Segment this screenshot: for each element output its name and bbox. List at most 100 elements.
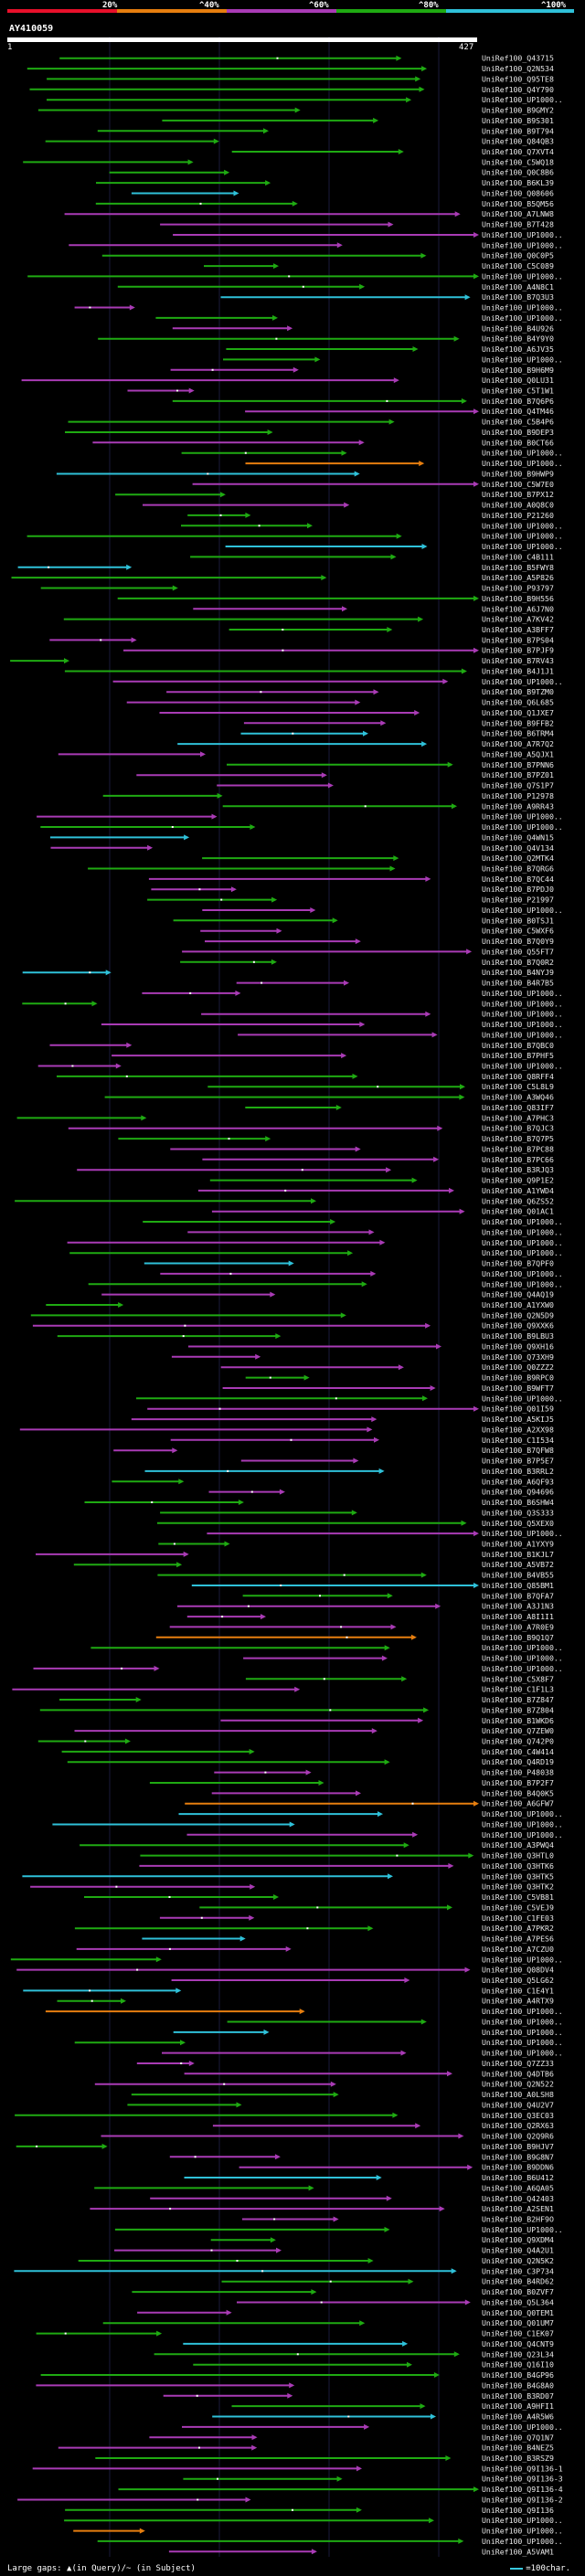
hit-label-158[interactable]: UniRef100_B7Z847 [482,1695,554,1704]
hit-label-0[interactable]: UniRef100_Q43715 [482,54,554,63]
hit-label-217[interactable]: UniRef100_Q0TEM1 [482,2308,554,2317]
hit-label-201[interactable]: UniRef100_B9HJV7 [482,2142,554,2151]
hit-label-33[interactable]: UniRef100_B7Q6P6 [482,397,554,406]
hit-label-6[interactable]: UniRef100_B9S301 [482,116,554,125]
hit-label-208[interactable]: UniRef100_B2HF9O [482,2215,554,2224]
hit-label-106[interactable]: UniRef100_B7PC66 [482,1155,554,1164]
hit-label-98[interactable]: UniRef100_Q8RFF4 [482,1072,554,1081]
hit-label-104[interactable]: UniRef100_B7Q7P5 [482,1134,554,1143]
hit-label-154[interactable]: UniRef100_UP1000.. [482,1654,563,1663]
hit-label-149[interactable]: UniRef100_A3J1N3 [482,1602,554,1611]
hit-label-196[interactable]: UniRef100_A0LSH8 [482,2090,554,2099]
hit-label-224[interactable]: UniRef100_B4G8A0 [482,2380,554,2390]
hit-label-126[interactable]: UniRef100_Q0ZZZ2 [482,1362,554,1372]
hit-label-167[interactable]: UniRef100_B4Q0K5 [482,1788,554,1797]
hit-label-227[interactable]: UniRef100_A4R5W6 [482,2412,554,2422]
hit-label-71[interactable]: UniRef100_P12978 [482,791,554,800]
hit-label-170[interactable]: UniRef100_UP1000.. [482,1820,563,1829]
hit-label-141[interactable]: UniRef100_Q5XEX0 [482,1519,554,1528]
hit-label-18[interactable]: UniRef100_UP1000.. [482,240,563,249]
hit-label-136[interactable]: UniRef100_B3RRL2 [482,1467,554,1476]
hit-label-190[interactable]: UniRef100_UP1000.. [482,2028,563,2037]
hit-label-14[interactable]: UniRef100_B5QM56 [482,199,554,208]
hit-label-110[interactable]: UniRef100_Q6ZS52 [482,1196,554,1205]
hit-label-78[interactable]: UniRef100_B7QRG6 [482,864,554,874]
hit-label-157[interactable]: UniRef100_C1F1L3 [482,1685,554,1694]
hit-label-74[interactable]: UniRef100_UP1000.. [482,822,563,832]
hit-label-85[interactable]: UniRef100_B7Q0Y9 [482,937,554,946]
hit-label-231[interactable]: UniRef100_B3RSZ9 [482,2454,554,2463]
hit-label-135[interactable]: UniRef100_B7P5E7 [482,1457,554,1466]
hit-label-160[interactable]: UniRef100_B1WKD6 [482,1716,554,1725]
hit-label-147[interactable]: UniRef100_Q85BM1 [482,1581,554,1590]
hit-label-121[interactable]: UniRef100_Q2N5D9 [482,1310,554,1320]
hit-label-32[interactable]: UniRef100_C5T1W1 [482,387,554,396]
hit-label-216[interactable]: UniRef100_Q5L364 [482,2298,554,2307]
hit-label-44[interactable]: UniRef100_P21260 [482,511,554,520]
hit-label-31[interactable]: UniRef100_Q0LU31 [482,376,554,385]
hit-label-156[interactable]: UniRef100_C5X8F7 [482,1674,554,1683]
hit-label-112[interactable]: UniRef100_UP1000.. [482,1217,563,1226]
hit-label-67[interactable]: UniRef100_A5QJX1 [482,749,554,758]
hit-label-122[interactable]: UniRef100_Q9XXK6 [482,1321,554,1330]
hit-label-77[interactable]: UniRef100_Q2MTK4 [482,853,554,863]
hit-label-101[interactable]: UniRef100_Q83IF7 [482,1103,554,1112]
hit-label-70[interactable]: UniRef100_Q7S1P7 [482,781,554,790]
hit-label-166[interactable]: UniRef100_B7P2F7 [482,1778,554,1787]
hit-label-10[interactable]: UniRef100_C5WQ18 [482,157,554,166]
hit-label-188[interactable]: UniRef100_UP1000.. [482,2007,563,2016]
hit-label-115[interactable]: UniRef100_UP1000.. [482,1248,563,1257]
hit-label-26[interactable]: UniRef100_B4U926 [482,323,554,333]
hit-label-215[interactable]: UniRef100_B0ZVF7 [482,2287,554,2296]
hit-label-95[interactable]: UniRef100_B7QBC0 [482,1041,554,1050]
hit-label-140[interactable]: UniRef100_Q3S333 [482,1508,554,1517]
hit-label-236[interactable]: UniRef100_Q9I136 [482,2506,554,2515]
hit-label-205[interactable]: UniRef100_A6QA05 [482,2183,554,2192]
hit-label-125[interactable]: UniRef100_Q73XH9 [482,1352,554,1362]
hit-label-2[interactable]: UniRef100_Q95TE8 [482,74,554,83]
hit-label-128[interactable]: UniRef100_B9WFT7 [482,1383,554,1393]
hit-label-99[interactable]: UniRef100_C5L8L9 [482,1082,554,1091]
hit-label-132[interactable]: UniRef100_A2XX98 [482,1425,554,1434]
hit-label-151[interactable]: UniRef100_A7R0E9 [482,1622,554,1631]
hit-label-37[interactable]: UniRef100_B0CT66 [482,438,554,447]
hit-label-56[interactable]: UniRef100_B7PS04 [482,635,554,644]
hit-label-144[interactable]: UniRef100_B1KJL7 [482,1550,554,1559]
hit-label-113[interactable]: UniRef100_UP1000.. [482,1227,563,1236]
hit-label-97[interactable]: UniRef100_UP1000.. [482,1062,563,1071]
hit-label-25[interactable]: UniRef100_UP1000.. [482,313,563,323]
hit-label-46[interactable]: UniRef100_UP1000.. [482,532,563,541]
hit-label-153[interactable]: UniRef100_UP1000.. [482,1643,563,1652]
hit-label-204[interactable]: UniRef100_B6U412 [482,2173,554,2182]
hit-label-38[interactable]: UniRef100_UP1000.. [482,449,563,458]
hit-label-5[interactable]: UniRef100_B9GMY2 [482,106,554,115]
hit-label-195[interactable]: UniRef100_Q2N522 [482,2080,554,2089]
hit-label-7[interactable]: UniRef100_B9T794 [482,126,554,135]
hit-label-237[interactable]: UniRef100_UP1000.. [482,2516,563,2525]
hit-label-80[interactable]: UniRef100_B7PDJ0 [482,885,554,894]
hit-label-142[interactable]: UniRef100_UP1000.. [482,1529,563,1538]
hit-label-233[interactable]: UniRef100_Q9I136-3 [482,2475,563,2484]
hit-label-225[interactable]: UniRef100_B3RD07 [482,2391,554,2401]
hit-label-177[interactable]: UniRef100_C5VB81 [482,1892,554,1902]
hit-label-211[interactable]: UniRef100_Q4A2U1 [482,2246,554,2255]
hit-label-111[interactable]: UniRef100_Q01AC1 [482,1207,554,1216]
hit-label-133[interactable]: UniRef100_C1I534 [482,1436,554,1445]
hit-label-36[interactable]: UniRef100_B9DEP3 [482,428,554,437]
hit-label-1[interactable]: UniRef100_Q2N534 [482,64,554,73]
hit-label-202[interactable]: UniRef100_B9G8N7 [482,2152,554,2161]
hit-label-228[interactable]: UniRef100_UP1000.. [482,2422,563,2432]
hit-label-12[interactable]: UniRef100_B6KL39 [482,178,554,187]
hit-label-4[interactable]: UniRef100_UP1000.. [482,95,563,104]
hit-label-143[interactable]: UniRef100_A1YXY9 [482,1540,554,1549]
hit-label-15[interactable]: UniRef100_A7LNW8 [482,209,554,218]
hit-label-124[interactable]: UniRef100_Q9XH16 [482,1342,554,1352]
hit-label-139[interactable]: UniRef100_B6SHW4 [482,1498,554,1507]
hit-label-176[interactable]: UniRef100_Q3HTK2 [482,1882,554,1892]
hit-label-89[interactable]: UniRef100_B4R7B5 [482,979,554,988]
hit-label-164[interactable]: UniRef100_Q4RD19 [482,1757,554,1766]
hit-label-185[interactable]: UniRef100_Q5LG62 [482,1976,554,1985]
hit-label-50[interactable]: UniRef100_A5P826 [482,573,554,582]
hit-label-61[interactable]: UniRef100_B9TZM0 [482,687,554,696]
hit-label-232[interactable]: UniRef100_Q9I136-1 [482,2464,563,2473]
